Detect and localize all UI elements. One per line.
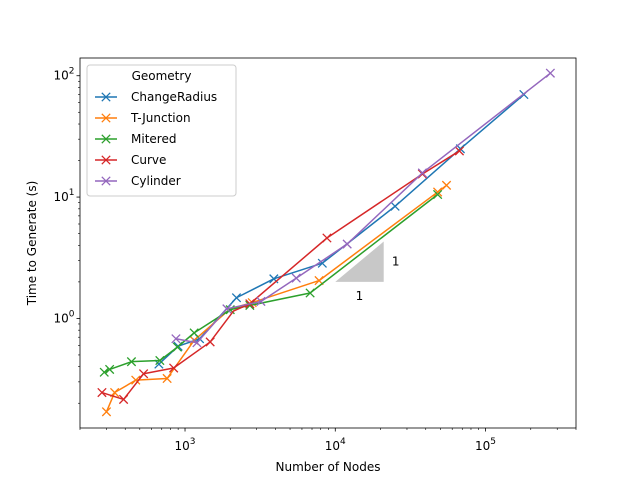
- data-point-marker: [322, 233, 332, 243]
- legend-item-changeradius: ChangeRadius: [95, 90, 217, 104]
- data-point-marker: [101, 407, 112, 417]
- slope-triangle-shape: [335, 241, 384, 282]
- slope-triangle: 11: [335, 241, 400, 303]
- data-point-marker: [189, 328, 199, 338]
- data-point-marker: [256, 296, 266, 307]
- data-point-marker: [390, 201, 400, 211]
- slope-horizontal-label: 1: [356, 289, 364, 303]
- legend-item-cylinder: Cylinder: [95, 174, 181, 188]
- y-tick-label: 101: [53, 188, 74, 204]
- plot-frame: [79, 57, 577, 429]
- x-axis-label: Number of Nodes: [276, 460, 381, 474]
- legend-marker: [101, 176, 111, 186]
- legend-label: T-Junction: [130, 111, 191, 125]
- legend-label: Mitered: [131, 132, 176, 146]
- legend-item-curve: Curve: [95, 153, 166, 167]
- data-point-marker: [291, 273, 301, 283]
- series-curve: [97, 146, 465, 405]
- legend-label: Curve: [131, 153, 166, 167]
- data-point-marker: [171, 334, 181, 344]
- x-tick-label: 105: [475, 437, 496, 453]
- legend-item-mitered: Mitered: [95, 132, 176, 146]
- data-point-marker: [138, 369, 149, 379]
- data-point-marker: [317, 258, 327, 268]
- data-point-marker: [545, 68, 556, 78]
- legend-marker: [101, 113, 111, 123]
- data-point-marker: [454, 146, 465, 156]
- data-point-marker: [99, 367, 109, 377]
- y-tick-label: 102: [53, 67, 74, 83]
- legend-marker: [101, 155, 111, 165]
- slope-vertical-label: 1: [392, 255, 400, 269]
- data-point-marker: [205, 337, 215, 347]
- data-point-marker: [231, 293, 242, 303]
- data-point-marker: [155, 355, 165, 366]
- data-point-marker: [417, 168, 428, 178]
- axis-ticks: 103 104 105 100 101 102: [53, 67, 577, 453]
- legend-label: Cylinder: [131, 174, 181, 188]
- data-point-marker: [172, 342, 183, 352]
- data-point-marker: [432, 189, 443, 200]
- legend-title: Geometry: [132, 69, 192, 83]
- data-point-marker: [126, 357, 137, 367]
- x-tick-label: 104: [325, 437, 346, 453]
- x-tick-label: 103: [175, 437, 196, 453]
- legend-marker: [101, 134, 111, 144]
- data-point-marker: [168, 363, 179, 373]
- series-line: [175, 72, 551, 344]
- legend-label: ChangeRadius: [131, 90, 217, 104]
- data-point-marker: [432, 187, 443, 197]
- data-point-marker: [222, 304, 232, 314]
- data-point-marker: [104, 364, 115, 375]
- data-point-marker: [192, 338, 202, 348]
- legend: Geometry ChangeRadius T-Junction Mitered Cur…: [86, 64, 237, 197]
- data-point-marker: [118, 394, 129, 405]
- y-axis-label: Time to Generate (s): [25, 181, 39, 307]
- data-point-marker: [305, 288, 315, 298]
- data-point-marker: [97, 387, 107, 398]
- data-point-marker: [441, 180, 452, 190]
- legend-box: [86, 64, 237, 197]
- series-cylinder: [171, 68, 556, 348]
- legend-item-t-junction: T-Junction: [95, 111, 191, 125]
- legend-marker: [101, 92, 111, 102]
- data-point-marker: [131, 375, 141, 385]
- data-point-marker: [162, 373, 172, 384]
- series-line: [101, 150, 460, 401]
- data-point-marker: [342, 239, 352, 249]
- y-tick-label: 100: [53, 309, 74, 325]
- series-lines: [97, 68, 556, 417]
